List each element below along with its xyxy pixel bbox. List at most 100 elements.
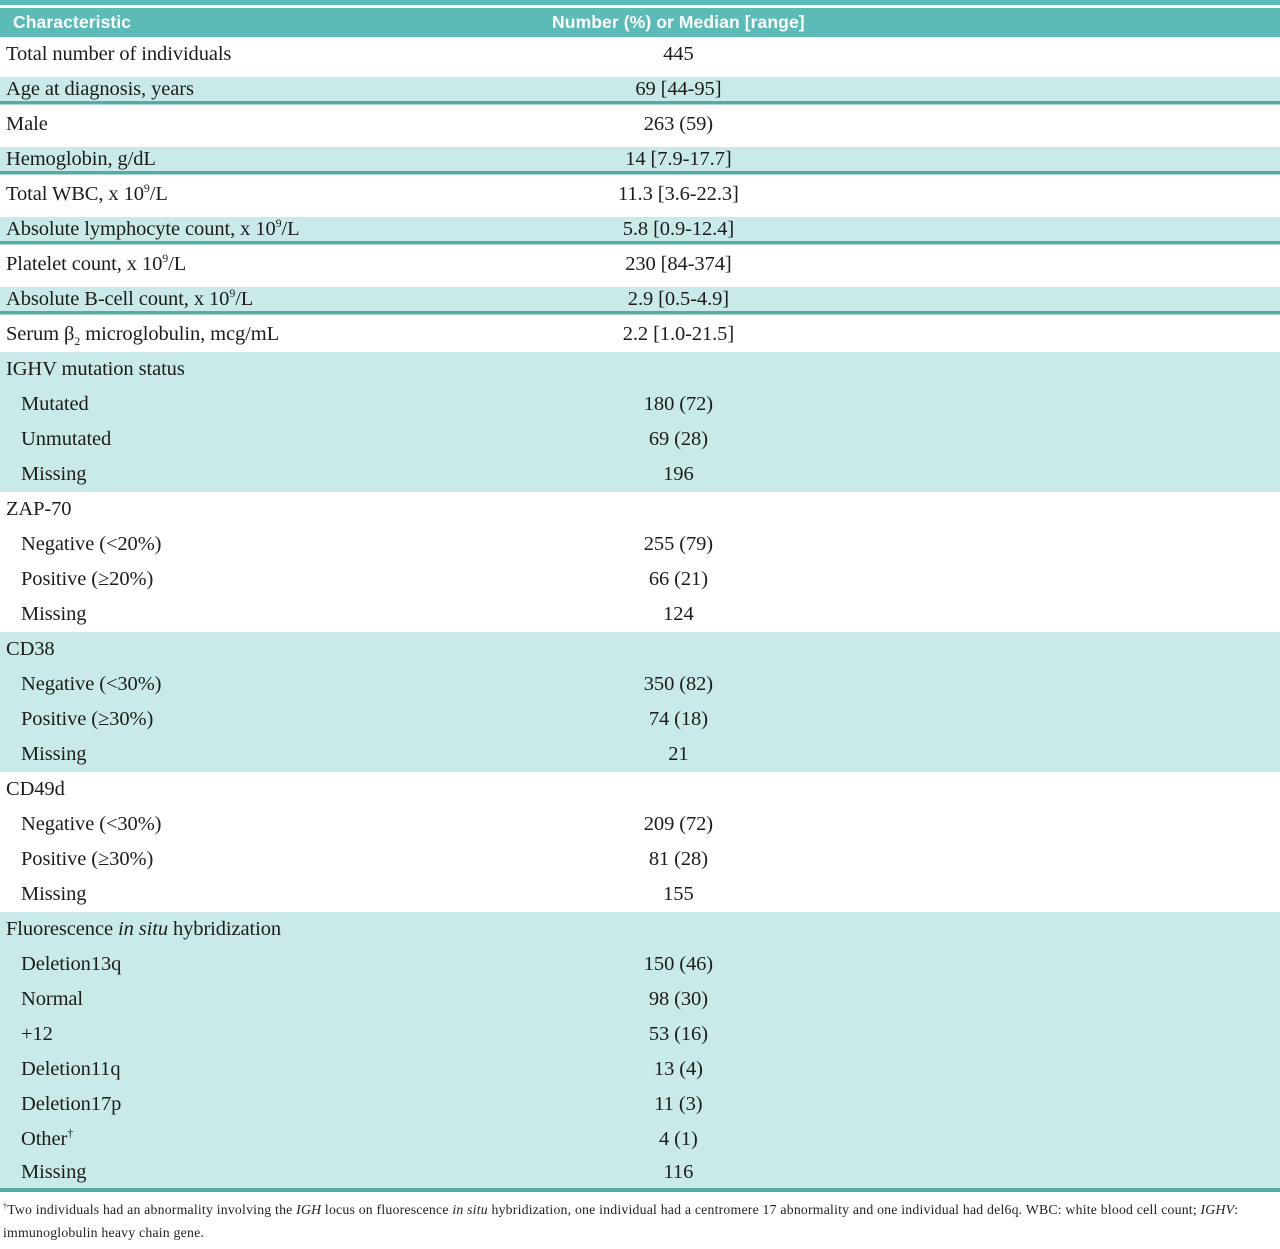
text-segment: Absolute B-cell count, x 10	[6, 288, 230, 310]
text-segment: Missing	[21, 743, 87, 765]
text-segment: Unmutated	[21, 428, 112, 450]
text-segment: /L	[168, 253, 187, 275]
text-segment: /L	[149, 183, 168, 205]
text-segment: IGHV mutation status	[6, 358, 185, 380]
text-segment: /L	[235, 288, 254, 310]
row-label: Mutated	[0, 393, 486, 416]
row-label: Negative (<20%)	[0, 533, 486, 556]
text-segment: Total WBC, x 10	[6, 183, 144, 205]
text-segment: †	[3, 1201, 8, 1211]
text-segment: Missing	[21, 463, 87, 485]
text-segment: 9	[229, 286, 236, 301]
text-segment: Positive (≥30%)	[21, 708, 154, 730]
row-label: Hemoglobin, g/dL	[0, 148, 486, 171]
row-value: 350 (82)	[643, 673, 713, 695]
table-row: Deletion11q 13 (4)	[0, 1052, 1280, 1087]
text-segment: in situ	[452, 1202, 488, 1217]
text-segment: hybridization, one individual had a cent…	[487, 1202, 1201, 1217]
table-row: +12 53 (16)	[0, 1017, 1280, 1052]
text-segment: : immunoglobulin heavy chain gene.	[3, 1202, 1239, 1240]
text-segment: Other	[21, 1128, 68, 1150]
text-segment: Negative (<20%)	[21, 533, 162, 555]
row-label: Normal	[0, 988, 486, 1011]
row-label: Negative (<30%)	[0, 673, 486, 696]
row-value: 263 (59)	[643, 113, 713, 135]
table-row: Positive (≥30%) 81 (28)	[0, 842, 1280, 877]
row-label: Missing	[0, 463, 486, 486]
top-rule	[0, 0, 1280, 5]
row-label: Male	[0, 113, 486, 136]
table-row: Missing 116	[0, 1157, 1280, 1192]
text-segment: Hemoglobin, g/dL	[6, 148, 156, 170]
table-row: Missing 196	[0, 457, 1280, 492]
row-value: 11.3 [3.6-22.3]	[618, 183, 739, 205]
text-segment: †	[67, 1126, 74, 1141]
text-segment: Serum β	[6, 323, 75, 345]
footnote: †Two individuals had an abnormality invo…	[0, 1198, 1280, 1244]
row-value: 98 (30)	[648, 988, 708, 1010]
row-value: 180 (72)	[643, 393, 713, 415]
row-label: Absolute B-cell count, x 109/L	[0, 286, 486, 311]
text-segment: CD49d	[6, 778, 65, 800]
text-segment: Total number of individuals	[6, 43, 232, 65]
row-label: CD38	[0, 638, 486, 661]
row-label: Positive (≥20%)	[0, 568, 486, 591]
row-value: 155	[663, 883, 694, 905]
table-row: Positive (≥20%) 66 (21)	[0, 562, 1280, 597]
text-segment: Deletion11q	[21, 1058, 121, 1080]
row-value: 21	[668, 743, 689, 765]
text-segment: Male	[6, 113, 48, 135]
row-label: Total WBC, x 109/L	[0, 182, 486, 206]
row-value: 209 (72)	[643, 813, 713, 835]
row-value: 74 (18)	[648, 708, 708, 730]
row-label: Missing	[0, 883, 486, 906]
table-row: Age at diagnosis, years 69 [44-95]	[0, 72, 1280, 107]
table-row: Hemoglobin, g/dL 14 [7.9-17.7]	[0, 142, 1280, 177]
text-segment: Two individuals had an abnormality invol…	[7, 1202, 297, 1217]
text-segment: Mutated	[21, 393, 89, 415]
column-header-value: Number (%) or Median [range]	[552, 12, 805, 32]
text-segment: CD38	[6, 638, 55, 660]
row-value: 196	[663, 463, 694, 485]
table-row: Serum β2 microglobulin, mcg/mL 2.2 [1.0-2…	[0, 317, 1280, 352]
table-row: ZAP-70	[0, 492, 1280, 527]
row-label: Unmutated	[0, 428, 486, 451]
text-segment: Normal	[21, 988, 84, 1010]
row-label: Age at diagnosis, years	[0, 78, 486, 101]
table-row: CD49d	[0, 772, 1280, 807]
row-label: Fluorescence in situ hybridization	[0, 918, 486, 941]
row-value: 150 (46)	[643, 953, 713, 975]
row-label: Missing	[0, 1161, 486, 1184]
table-row: Absolute lymphocyte count, x 109/L 5.8 [0…	[0, 212, 1280, 247]
row-value: 66 (21)	[648, 568, 708, 590]
row-value: 14 [7.9-17.7]	[625, 148, 732, 170]
row-label: Negative (<30%)	[0, 813, 486, 836]
table-row: Missing 21	[0, 737, 1280, 772]
text-segment: ZAP-70	[6, 498, 72, 520]
text-segment: Positive (≥30%)	[21, 848, 154, 870]
text-segment: Deletion13q	[21, 953, 122, 975]
text-segment: Absolute lymphocyte count, x 10	[6, 218, 276, 240]
row-value: 445	[663, 43, 694, 65]
text-segment: Fluorescence	[6, 918, 118, 940]
row-label: Positive (≥30%)	[0, 848, 486, 871]
table-row: Other† 4 (1)	[0, 1122, 1280, 1157]
text-segment: Deletion17p	[21, 1093, 122, 1115]
table-header-row: Characteristic Number (%) or Median [ran…	[0, 8, 1280, 37]
row-label: CD49d	[0, 778, 486, 801]
text-segment: 2	[74, 334, 81, 349]
text-segment: in situ	[117, 918, 168, 940]
table-row: Normal 98 (30)	[0, 982, 1280, 1017]
row-label: Other†	[0, 1126, 486, 1151]
text-segment: locus on fluorescence	[321, 1202, 453, 1217]
table-row: Negative (<30%) 209 (72)	[0, 807, 1280, 842]
table-row: Negative (<20%) 255 (79)	[0, 527, 1280, 562]
text-segment: hybridization	[167, 918, 282, 940]
row-value: 53 (16)	[648, 1023, 708, 1045]
row-value: 69 (28)	[648, 428, 708, 450]
row-value: 116	[663, 1161, 694, 1183]
row-label: Positive (≥30%)	[0, 708, 486, 731]
row-label: Platelet count, x 109/L	[0, 252, 486, 276]
row-label: Total number of individuals	[0, 43, 486, 66]
header-gap	[0, 5, 1280, 8]
